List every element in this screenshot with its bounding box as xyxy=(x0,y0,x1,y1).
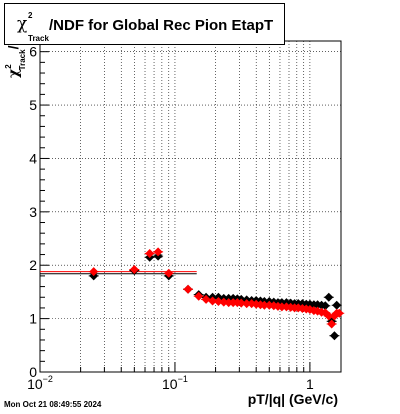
data-point xyxy=(324,292,334,302)
title-chi: χ xyxy=(17,14,28,34)
data-point xyxy=(89,267,99,277)
data-point xyxy=(213,297,223,307)
axis-tick-labels: 0 1 2 3 4 5 6 10−2 10−1 1 xyxy=(27,44,314,392)
title-subscript: Track xyxy=(28,34,49,43)
data-point xyxy=(236,298,246,308)
y-tick-label: 4 xyxy=(29,150,37,166)
x-tick-label: 1 xyxy=(306,376,314,392)
data-point xyxy=(327,319,337,329)
data-point xyxy=(183,284,193,294)
axis-ticks xyxy=(39,51,311,373)
timestamp: Mon Oct 21 08:49:55 2024 xyxy=(4,400,102,409)
y-tick-label: 5 xyxy=(29,97,37,113)
y-label-chi: χ xyxy=(6,69,22,78)
title-box: χ 2 Track /NDF for Global Rec Pion EtapT xyxy=(4,3,285,45)
data-point xyxy=(145,248,155,258)
y-label-sub: Track xyxy=(18,49,27,70)
data-point xyxy=(332,300,342,310)
x-tick-exponent: −1 xyxy=(178,374,188,384)
data-point xyxy=(329,331,339,341)
data-point xyxy=(324,311,334,321)
y-tick-label: 6 xyxy=(29,44,37,60)
data-point xyxy=(334,308,344,318)
plot-frame xyxy=(39,40,342,373)
data-point xyxy=(164,268,174,278)
y-tick-label: 0 xyxy=(29,364,37,380)
series-red xyxy=(88,247,345,329)
data-point xyxy=(194,291,204,301)
chart-title: /NDF for Global Rec Pion EtapT xyxy=(49,17,274,34)
x-axis-label: pT/|q| (GeV/c) xyxy=(248,391,338,407)
x-tick-label: 10−2 xyxy=(27,374,53,392)
y-tick-label: 3 xyxy=(29,204,37,220)
grid-lines xyxy=(39,41,341,372)
data-point xyxy=(153,247,163,257)
y-tick-label: 1 xyxy=(29,311,37,327)
data-point xyxy=(201,294,211,304)
title-superscript: 2 xyxy=(28,11,33,20)
y-tick-label: 2 xyxy=(29,257,37,273)
x-tick-exponent: −2 xyxy=(43,374,53,384)
data-point xyxy=(129,264,139,274)
data-point xyxy=(208,296,218,306)
x-tick-label: 10−1 xyxy=(162,374,188,392)
y-label-sup: 2 xyxy=(4,64,13,69)
data-point xyxy=(320,301,330,311)
